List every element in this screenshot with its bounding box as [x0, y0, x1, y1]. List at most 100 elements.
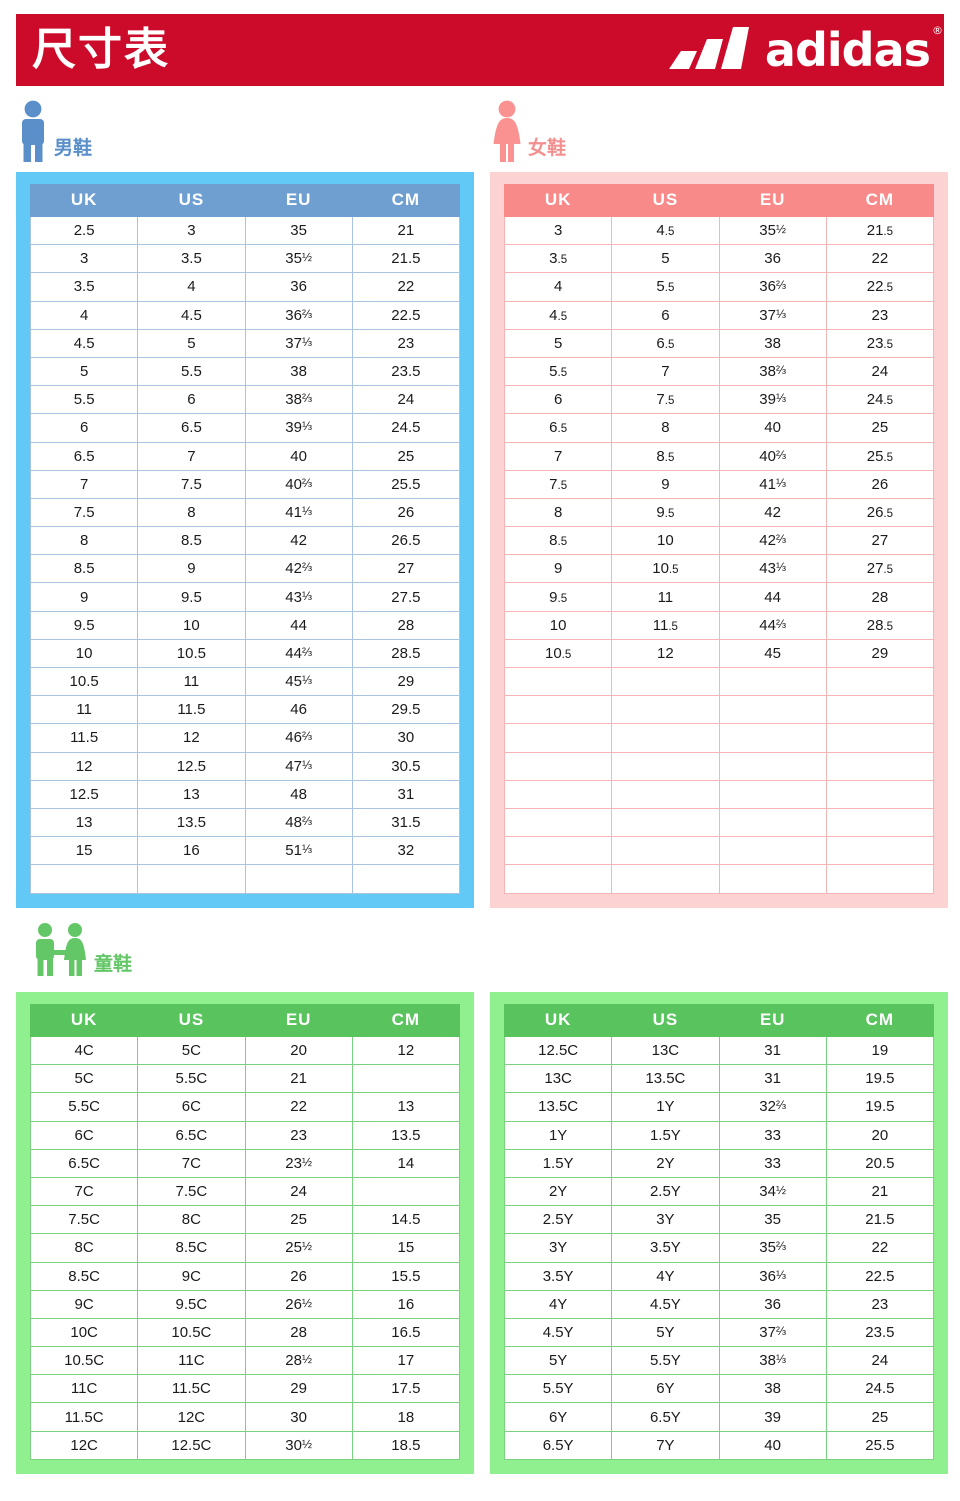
cell-cm: 23.5 [825, 1317, 935, 1348]
cell-eu: 28½ [244, 1346, 353, 1376]
cell-cm: 23.5 [825, 328, 935, 358]
cell-uk: 8.5C [29, 1261, 139, 1291]
cell-us: 7C [137, 1148, 246, 1178]
cell-cm: 29 [825, 638, 935, 669]
table-row: 11.5 12 46⅔ 30 [29, 723, 461, 753]
cell-eu: 38 [718, 1374, 827, 1404]
cell-cm: 19.5 [825, 1064, 935, 1094]
cell-cm [825, 695, 935, 725]
table-row: 11 11.5 46 29.5 [29, 695, 461, 725]
cell-us: 6.5C [137, 1120, 246, 1150]
two-children-icon [36, 923, 86, 976]
table-row: 5.5 6 38⅔ 24 [29, 385, 461, 415]
cell-uk: 8C [29, 1233, 139, 1263]
cell-eu: 46⅔ [244, 723, 353, 753]
cell-eu: 36⅔ [718, 272, 827, 302]
cell-eu: 24 [244, 1176, 353, 1207]
cell-eu [718, 836, 827, 866]
cell-eu: 38⅔ [718, 356, 827, 387]
cell-uk [503, 751, 613, 781]
cell-us [611, 695, 720, 725]
cell-eu [718, 864, 827, 894]
cell-cm: 12 [351, 1035, 461, 1066]
table-row: 10.5 12 45 29 [503, 638, 935, 669]
cell-cm: 20 [825, 1120, 935, 1150]
page-title: 尺寸表 [32, 24, 170, 75]
table-row-empty [503, 864, 935, 894]
cell-eu: 40 [718, 413, 827, 443]
cell-uk: 2Y [503, 1176, 613, 1207]
cell-us [137, 864, 246, 894]
cell-us: 5.5Y [611, 1346, 720, 1376]
cell-us: 5C [137, 1035, 246, 1066]
cell-eu: 45⅓ [244, 666, 353, 697]
table-row: 2.5Y 3Y 35 21.5 [503, 1205, 935, 1235]
column-header-eu: EU [244, 1004, 353, 1037]
cell-cm: 27.5 [825, 554, 935, 584]
cell-eu: 25½ [244, 1233, 353, 1263]
cell-eu [244, 864, 353, 894]
cell-uk: 5.5 [29, 385, 139, 415]
column-header-uk: UK [503, 1004, 613, 1037]
cell-cm [351, 864, 461, 894]
adidas-logo: adidas ® [667, 25, 943, 75]
table-row: 5C 5.5C 21 [29, 1064, 461, 1094]
table-row: 12 12.5 47⅓ 30.5 [29, 751, 461, 781]
cell-cm: 30.5 [351, 751, 461, 781]
cell-us: 10.5C [137, 1317, 246, 1348]
cell-uk: 10 [29, 638, 139, 669]
cell-uk: 3Y [503, 1233, 613, 1263]
cell-uk: 6Y [503, 1402, 613, 1432]
table-row: 5.5Y 6Y 38 24.5 [503, 1374, 935, 1404]
cell-uk: 8 [503, 497, 613, 528]
table-row: 7.5 8 41⅓ 26 [29, 497, 461, 528]
cell-cm: 28.5 [825, 610, 935, 640]
cell-cm: 25 [825, 413, 935, 443]
cell-us: 13C [611, 1035, 720, 1066]
cell-cm [825, 723, 935, 753]
cell-us: 10.5 [611, 554, 720, 584]
cell-cm: 17 [351, 1346, 461, 1376]
table-row: 15 16 51⅓ 32 [29, 836, 461, 866]
adidas-wordmark: adidas ® [765, 25, 943, 73]
cell-eu: 37⅔ [718, 1317, 827, 1348]
cell-eu: 51⅓ [244, 836, 353, 866]
male-figure-icon [22, 100, 44, 162]
cell-uk: 4Y [503, 1289, 613, 1319]
table-row: 5.5C 6C 22 13 [29, 1092, 461, 1122]
table-row: 3 3.5 35½ 21.5 [29, 244, 461, 274]
column-header-eu: EU [718, 184, 827, 217]
cell-uk: 12.5 [29, 779, 139, 809]
table-row: 2Y 2.5Y 34½ 21 [503, 1176, 935, 1207]
cell-cm: 29.5 [351, 695, 461, 725]
cell-uk: 13 [29, 807, 139, 838]
cell-us: 9.5 [137, 582, 246, 612]
cell-cm: 30 [351, 723, 461, 753]
size-table-men: UK US EU CM 2.5 3 35 21 3 3.5 35½ 21.5 3.5 4 36 22 4 4.5 3… [29, 184, 461, 894]
cell-cm: 27 [825, 526, 935, 556]
table-row: 3Y 3.5Y 35⅔ 22 [503, 1233, 935, 1263]
cell-cm: 20.5 [825, 1148, 935, 1178]
cell-cm: 24.5 [825, 1374, 935, 1404]
table-row: 2.5 3 35 21 [29, 215, 461, 246]
table-row: 1Y 1.5Y 33 20 [503, 1120, 935, 1150]
cell-uk: 7.5 [29, 497, 139, 528]
table-row-empty [503, 779, 935, 809]
table-row: 7.5C 8C 25 14.5 [29, 1205, 461, 1235]
section-caption-men: 男鞋 [14, 100, 92, 162]
cell-cm [825, 836, 935, 866]
section-label-women: 女鞋 [528, 137, 567, 159]
cell-uk: 4.5 [503, 300, 613, 330]
cell-us: 3.5 [137, 244, 246, 274]
cell-eu: 41⅓ [244, 497, 353, 528]
cell-eu: 42⅔ [718, 526, 827, 556]
table-row: 5 5.5 38 23.5 [29, 356, 461, 387]
cell-us: 4.5 [611, 215, 720, 246]
cell-eu: 42 [718, 497, 827, 528]
cell-uk: 5Y [503, 1346, 613, 1376]
cell-eu: 26½ [244, 1289, 353, 1319]
cell-us: 1.5Y [611, 1120, 720, 1150]
cell-cm [351, 1064, 461, 1094]
column-header-cm: CM [825, 184, 935, 217]
column-header-eu: EU [718, 1004, 827, 1037]
